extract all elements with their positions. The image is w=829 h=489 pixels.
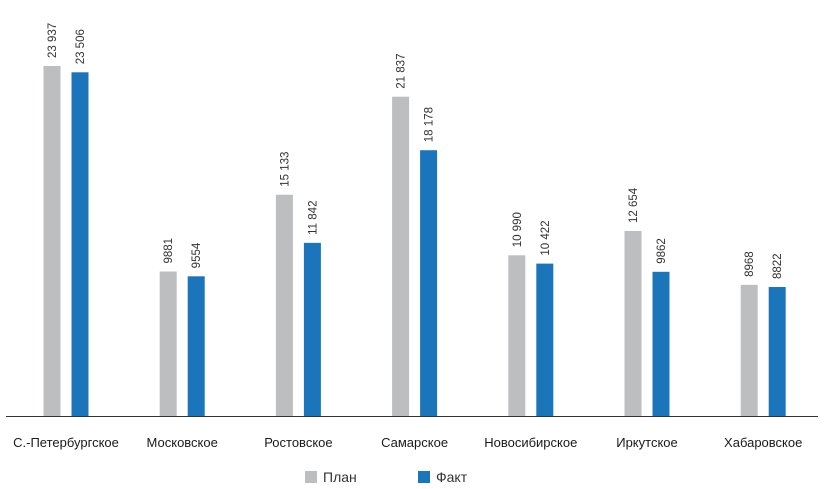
bar-fact-1 <box>187 276 205 416</box>
bar-fact-0 <box>71 72 89 417</box>
value-label-fact-2: 11 842 <box>307 201 319 235</box>
value-label-fact-5: 9862 <box>656 238 668 264</box>
bar-fact-5 <box>652 271 670 416</box>
legend: План Факт <box>305 469 468 485</box>
category-labels-group: С.-Петербургское Московское Ростовское Сама… <box>13 435 802 450</box>
value-label-fact-6: 8822 <box>772 253 784 279</box>
bar-plan-5 <box>624 230 642 416</box>
value-label-plan-0: 23 937 <box>47 23 59 58</box>
bar-plan-4 <box>508 255 526 416</box>
bar-plan-6 <box>740 284 758 416</box>
value-label-fact-4: 10 422 <box>540 220 552 255</box>
category-label-0: С.-Петербургское <box>13 435 119 450</box>
category-label-3: Самарское <box>381 435 448 450</box>
value-label-plan-3: 21 837 <box>396 54 408 89</box>
value-label-plan-6: 8968 <box>744 251 756 277</box>
bar-fact-4 <box>536 263 554 416</box>
legend-label-fact: Факт <box>436 469 468 485</box>
value-label-fact-3: 18 178 <box>424 107 436 142</box>
value-label-plan-4: 10 990 <box>512 212 524 247</box>
value-labels-group: 23 937 23 506 9881 9554 15 133 11 842 21 837 18… <box>47 23 784 279</box>
bar-plan-1 <box>159 271 177 416</box>
category-label-1: Московское <box>147 435 218 450</box>
bar-fact-2 <box>303 242 321 416</box>
value-label-fact-1: 9554 <box>191 242 203 268</box>
value-label-plan-5: 12 654 <box>628 187 640 223</box>
value-label-fact-0: 23 506 <box>75 29 87 64</box>
category-label-5: Иркутское <box>616 435 678 450</box>
value-label-plan-1: 9881 <box>163 238 175 264</box>
legend-label-plan: План <box>323 469 357 485</box>
legend-swatch-fact <box>418 471 430 483</box>
bar-fact-3 <box>420 150 438 416</box>
bar-plan-2 <box>275 194 293 416</box>
bars-group <box>43 66 786 417</box>
legend-swatch-plan <box>305 471 317 483</box>
bar-fact-6 <box>768 287 786 416</box>
category-label-2: Ростовское <box>264 435 332 450</box>
bar-plan-0 <box>43 66 61 416</box>
value-label-plan-2: 15 133 <box>279 152 291 187</box>
category-label-4: Новосибирское <box>484 435 577 450</box>
category-label-6: Хабаровское <box>724 435 802 450</box>
bar-plan-3 <box>392 96 410 417</box>
